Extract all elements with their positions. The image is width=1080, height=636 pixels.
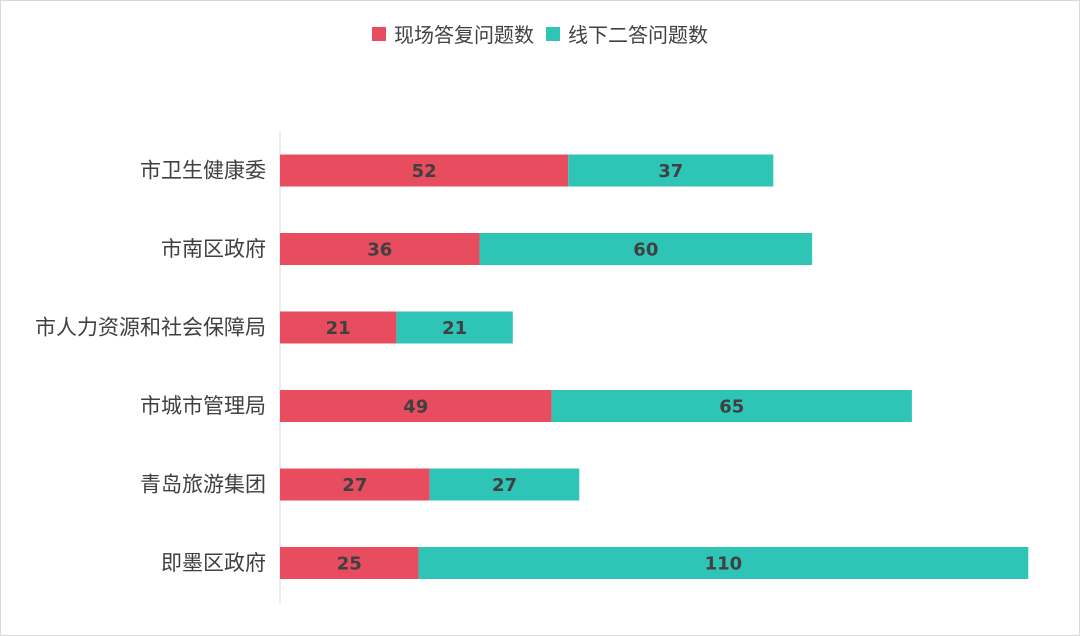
data-label-onsite: 36	[367, 240, 392, 261]
category-label: 市卫生健康委	[140, 159, 266, 183]
data-label-offline: 21	[442, 318, 467, 339]
bar-offline	[418, 547, 1029, 579]
legend-item-onsite: 现场答复问题数	[372, 19, 534, 48]
bar-offline	[568, 154, 774, 187]
data-label-offline: 110	[705, 554, 743, 575]
bar-onsite	[280, 154, 569, 187]
category-label: 市城市管理局	[140, 394, 266, 418]
legend: 现场答复问题数 线下二答问题数	[1, 19, 1079, 48]
data-label-onsite: 49	[403, 397, 428, 418]
bar-onsite	[280, 390, 552, 422]
bar-onsite	[280, 233, 480, 265]
bar-onsite	[280, 468, 430, 501]
data-label-offline: 37	[658, 161, 683, 182]
data-label-offline: 60	[633, 240, 658, 261]
legend-swatch-offline	[546, 26, 560, 41]
category-label: 即墨区政府	[161, 551, 266, 575]
data-label-offline: 27	[492, 475, 517, 496]
data-label-onsite: 52	[412, 161, 437, 182]
bar-onsite	[280, 311, 397, 344]
data-label-onsite: 21	[326, 318, 351, 339]
category-label: 青岛旅游集团	[140, 473, 266, 497]
bar-onsite	[280, 547, 419, 579]
legend-item-offline: 线下二答问题数	[546, 19, 708, 48]
data-label-onsite: 25	[337, 554, 362, 575]
bar-offline	[396, 311, 513, 344]
bar-offline	[479, 233, 813, 265]
legend-label-offline: 线下二答问题数	[568, 23, 708, 47]
legend-label-onsite: 现场答复问题数	[394, 23, 534, 47]
bar-offline	[429, 468, 580, 501]
bar-offline	[551, 390, 912, 422]
data-label-offline: 65	[719, 397, 744, 418]
legend-swatch-onsite	[372, 26, 386, 41]
data-label-onsite: 27	[342, 475, 367, 496]
category-label: 市人力资源和社会保障局	[35, 316, 266, 340]
category-label: 市南区政府	[161, 237, 266, 261]
